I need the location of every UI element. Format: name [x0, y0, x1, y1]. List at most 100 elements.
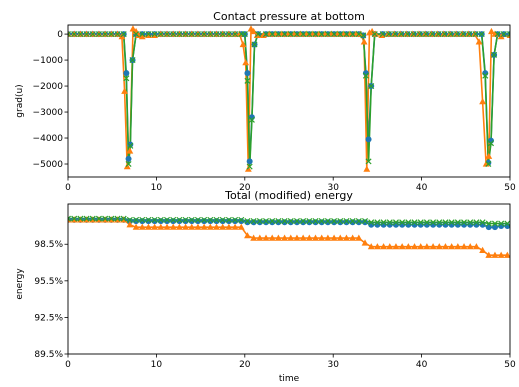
y-axis-label: energy — [15, 268, 25, 300]
data-point — [312, 219, 319, 226]
data-point — [262, 31, 270, 38]
data-point — [312, 234, 319, 241]
data-point — [157, 218, 164, 225]
data-point — [411, 219, 418, 226]
data-point — [231, 223, 239, 230]
y-tick-label: 98.5% — [34, 240, 63, 250]
data-point — [448, 243, 456, 250]
data-point — [194, 31, 201, 38]
data-point — [219, 218, 226, 225]
data-point — [300, 218, 307, 225]
data-point — [466, 243, 474, 250]
data-point — [337, 218, 344, 225]
data-point — [460, 243, 468, 250]
data-point — [201, 218, 208, 225]
data-point — [213, 216, 220, 223]
data-point — [102, 215, 109, 222]
data-point — [225, 223, 233, 230]
data-point — [244, 218, 251, 225]
data-point — [306, 31, 313, 38]
x-tick-label: 20 — [239, 183, 251, 193]
y-tick-label: −1000 — [33, 56, 64, 66]
data-point — [287, 234, 295, 241]
data-point — [411, 243, 418, 250]
x-tick-label: 10 — [151, 183, 163, 193]
series-group — [68, 215, 510, 258]
data-point — [442, 219, 449, 226]
y-tick-label: −2000 — [33, 82, 64, 92]
data-point — [485, 220, 492, 227]
data-point — [368, 83, 375, 90]
data-point — [250, 27, 258, 35]
data-point — [120, 31, 127, 38]
data-point — [435, 31, 442, 38]
data-point — [77, 215, 84, 222]
data-point — [256, 218, 263, 225]
data-point — [349, 31, 356, 38]
data-point — [435, 243, 443, 250]
data-point — [275, 219, 282, 226]
data-point — [422, 31, 430, 38]
y-tick-label: 92.5% — [34, 313, 63, 323]
data-point — [250, 218, 257, 225]
data-point — [417, 219, 424, 226]
data-point — [318, 31, 325, 38]
data-point — [392, 31, 399, 38]
data-point — [287, 219, 294, 226]
data-point — [182, 31, 189, 38]
data-point — [157, 31, 164, 38]
data-point — [246, 158, 253, 165]
data-point — [68, 215, 72, 222]
data-point — [371, 31, 378, 38]
data-point — [246, 163, 253, 170]
data-point — [255, 31, 262, 38]
data-point — [337, 31, 344, 38]
axes-frame — [67, 24, 511, 178]
data-point — [436, 219, 443, 226]
data-point — [164, 218, 171, 225]
data-point — [485, 160, 492, 168]
data-point — [318, 218, 325, 225]
data-point — [262, 234, 270, 241]
data-point — [251, 41, 258, 48]
data-point — [138, 33, 146, 40]
data-point — [129, 25, 137, 32]
x-tick-label: 10 — [151, 360, 163, 370]
data-point — [263, 219, 270, 226]
contact-pressure-panel: Contact pressure at bottom grad(u) 0 10 20… — [15, 10, 516, 193]
data-point — [163, 223, 171, 230]
data-point — [145, 31, 152, 38]
data-point — [123, 75, 130, 82]
data-point — [188, 31, 195, 38]
data-point — [324, 219, 331, 226]
data-point — [275, 218, 282, 225]
data-point — [300, 219, 307, 226]
data-point — [324, 218, 331, 225]
data-point — [447, 31, 454, 38]
data-point — [500, 31, 507, 38]
data-point — [479, 98, 486, 105]
data-point — [151, 218, 158, 225]
data-point — [343, 219, 350, 226]
x-tick-label: 30 — [327, 360, 339, 370]
data-point — [244, 77, 251, 84]
data-point — [139, 216, 146, 223]
data-point — [306, 219, 313, 226]
data-point — [337, 219, 344, 226]
data-point — [269, 218, 276, 225]
data-point — [250, 234, 258, 241]
data-point — [151, 216, 158, 223]
data-point — [213, 218, 220, 225]
data-point — [89, 215, 96, 222]
data-point — [385, 31, 392, 38]
data-point — [268, 234, 276, 241]
data-point — [114, 31, 121, 38]
series-line — [68, 33, 510, 164]
data-point — [269, 219, 276, 226]
data-point — [219, 223, 227, 230]
data-point — [232, 218, 239, 225]
data-point — [482, 72, 489, 79]
data-point — [461, 219, 468, 226]
data-point — [336, 234, 344, 241]
chart-title: Total (modified) energy — [224, 189, 353, 202]
